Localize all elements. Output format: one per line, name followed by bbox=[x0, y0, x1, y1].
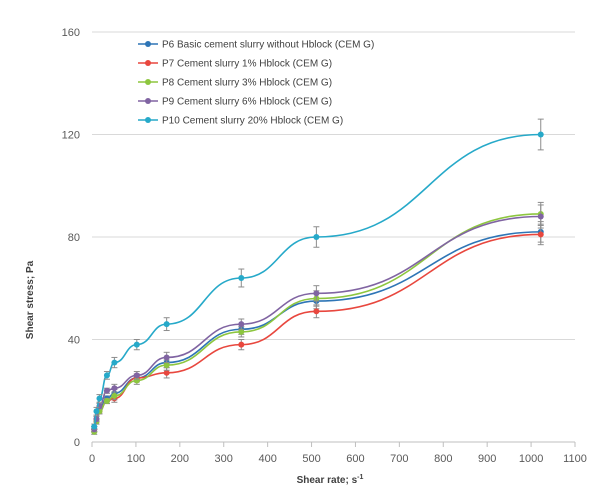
x-tick-label: 600 bbox=[346, 453, 364, 465]
x-tick-label: 900 bbox=[478, 453, 496, 465]
data-point bbox=[111, 385, 118, 392]
legend-label: P10 Cement slurry 20% Hblock (CEM G) bbox=[162, 116, 343, 127]
x-axis-title: Shear rate; s-1 bbox=[297, 474, 364, 486]
data-point bbox=[103, 398, 110, 404]
legend-item: P7 Cement slurry 1% Hblock (CEM G) bbox=[138, 59, 332, 70]
data-point bbox=[313, 290, 320, 297]
y-tick-label: 160 bbox=[62, 27, 80, 39]
data-point bbox=[313, 308, 320, 315]
data-point bbox=[238, 341, 245, 348]
data-point bbox=[93, 408, 100, 415]
legend-label: P9 Cement slurry 6% Hblock (CEM G) bbox=[162, 97, 332, 108]
data-point bbox=[238, 328, 245, 335]
x-tick-label: 300 bbox=[215, 453, 233, 465]
legend-item: P10 Cement slurry 20% Hblock (CEM G) bbox=[138, 116, 343, 127]
series-layer bbox=[91, 118, 544, 435]
legend-swatch-marker bbox=[145, 117, 151, 123]
data-point bbox=[163, 354, 170, 361]
legend-swatch-marker bbox=[145, 98, 151, 104]
legend-item: P8 Cement slurry 3% Hblock (CEM G) bbox=[138, 78, 332, 89]
x-tick-label: 200 bbox=[171, 453, 189, 465]
x-axis-title-text: Shear rate; s bbox=[297, 475, 358, 486]
legend-item: P6 Basic cement slurry without Hblock (C… bbox=[138, 40, 374, 51]
data-point bbox=[96, 395, 103, 402]
data-point bbox=[537, 213, 544, 220]
y-tick-label: 120 bbox=[62, 130, 80, 142]
data-point bbox=[133, 341, 140, 348]
data-point bbox=[103, 372, 110, 379]
x-tick-label: 700 bbox=[390, 453, 408, 465]
legend-swatch-marker bbox=[145, 41, 151, 47]
series-10 bbox=[91, 118, 544, 430]
data-point bbox=[537, 131, 544, 138]
data-point bbox=[238, 275, 245, 281]
x-tick-label: 400 bbox=[258, 453, 276, 465]
data-point bbox=[313, 234, 320, 240]
y-tick-label: 0 bbox=[74, 437, 80, 449]
x-tick-label: 800 bbox=[434, 453, 452, 465]
data-point bbox=[163, 362, 170, 369]
y-tick-label: 40 bbox=[68, 335, 80, 347]
legend: P6 Basic cement slurry without Hblock (C… bbox=[138, 40, 374, 127]
series-line bbox=[93, 233, 541, 430]
data-point bbox=[133, 372, 140, 379]
y-axis-title: Shear stress; Pa bbox=[25, 260, 36, 339]
x-tick-label: 1000 bbox=[519, 453, 543, 465]
legend-label: P8 Cement slurry 3% Hblock (CEM G) bbox=[162, 78, 332, 89]
data-point bbox=[163, 369, 170, 376]
x-axis-title-superscript: -1 bbox=[357, 474, 363, 481]
data-point bbox=[238, 321, 245, 328]
x-tick-label: 100 bbox=[127, 453, 145, 465]
series-7 bbox=[91, 223, 544, 433]
data-point bbox=[111, 359, 118, 366]
legend-swatch-marker bbox=[145, 79, 151, 85]
data-point bbox=[537, 231, 544, 238]
series-line bbox=[93, 231, 541, 430]
data-point bbox=[111, 392, 118, 399]
data-point bbox=[103, 387, 110, 394]
axis-layer: 0 40 80 120 160 0 100 200 300 400 500 600 700 800 900 1… bbox=[62, 27, 587, 465]
legend-label: P6 Basic cement slurry without Hblock (C… bbox=[162, 40, 374, 51]
legend-swatch-marker bbox=[145, 60, 151, 66]
x-tick-label: 1100 bbox=[563, 453, 587, 465]
series-line bbox=[93, 215, 541, 430]
series-line bbox=[93, 133, 541, 428]
data-point bbox=[93, 415, 100, 422]
y-tick-label: 80 bbox=[68, 232, 80, 244]
data-point bbox=[91, 423, 98, 430]
data-point bbox=[163, 321, 170, 328]
legend-item: P9 Cement slurry 6% Hblock (CEM G) bbox=[138, 97, 332, 108]
x-tick-label: 0 bbox=[89, 453, 95, 465]
legend-label: P7 Cement slurry 1% Hblock (CEM G) bbox=[162, 59, 332, 70]
x-tick-label: 500 bbox=[302, 453, 320, 465]
